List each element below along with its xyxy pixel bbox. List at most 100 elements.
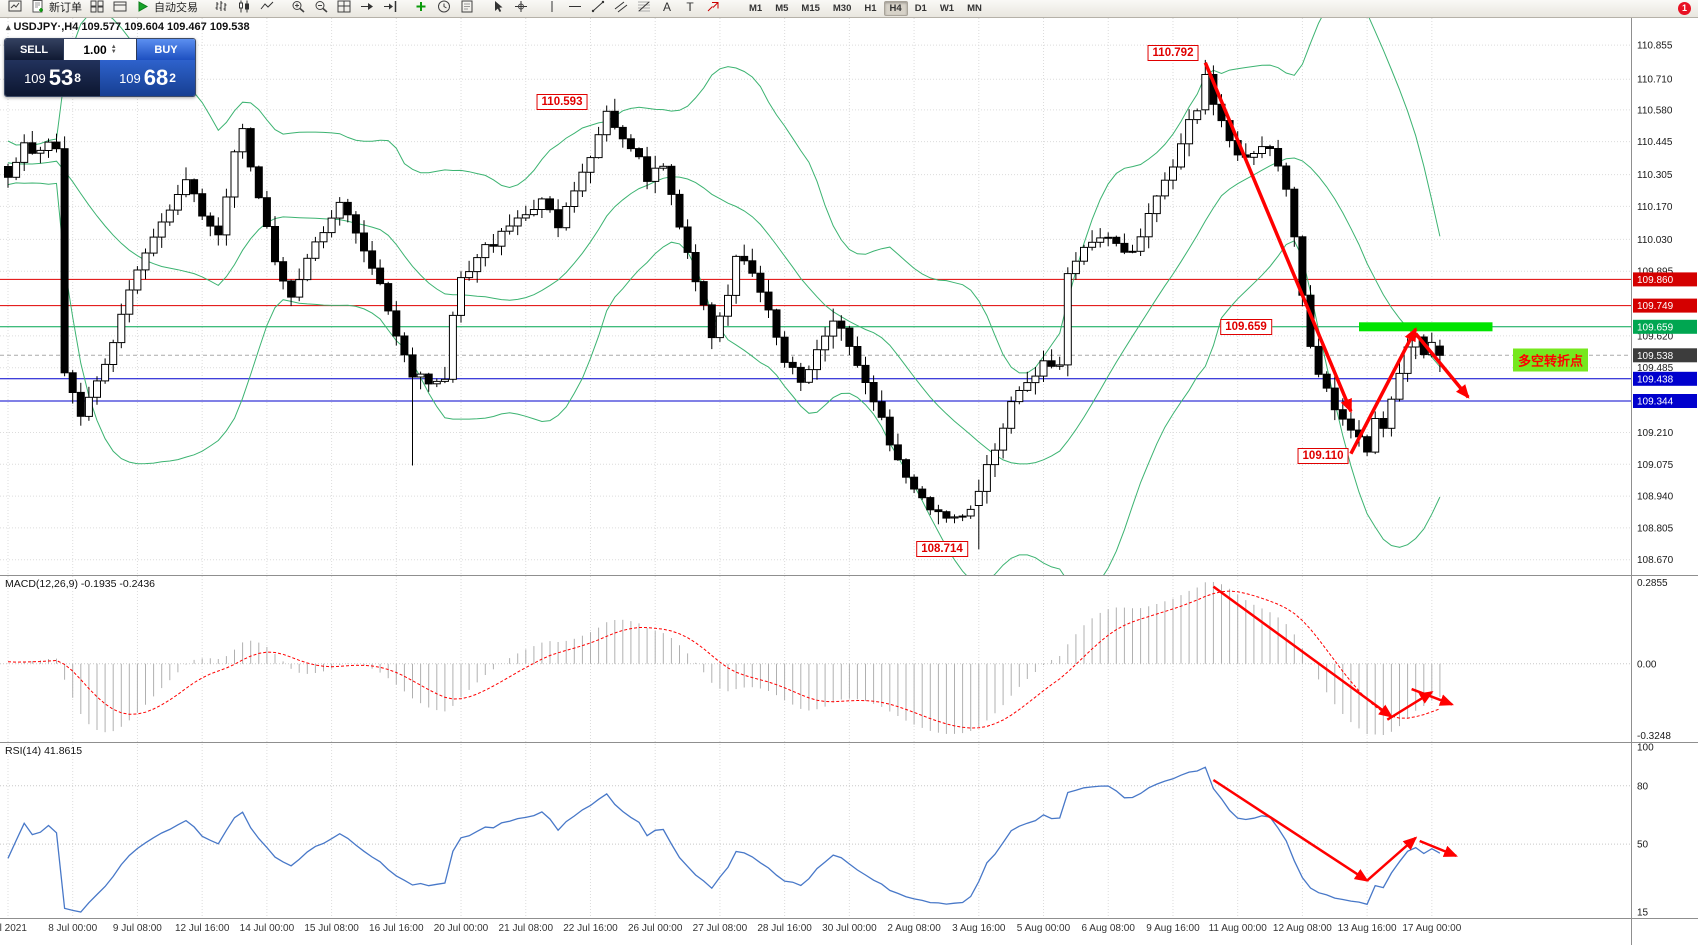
timeframe-M1[interactable]: M1 — [749, 3, 763, 14]
macd-histogram — [7, 582, 1441, 735]
collapse-arrow-icon[interactable]: ▴ — [6, 22, 11, 32]
time-axis-label: 16 Jul 16:00 — [369, 923, 424, 934]
chart-shift-icon — [383, 0, 398, 13]
time-axis-label: 6 Aug 08:00 — [1082, 923, 1136, 934]
lot-value: 1.00 — [83, 42, 107, 57]
svg-text:T: T — [686, 0, 694, 13]
cursor-button[interactable] — [487, 0, 510, 15]
timeframe-bar: M1 M5 M15 M30 H1 H4 D1 W1 MN — [743, 1, 988, 16]
timeframe-D1[interactable]: D1 — [914, 3, 927, 14]
crosshair-icon — [514, 0, 529, 13]
lot-size-input[interactable]: 1.00 ▲ ▼ — [63, 39, 137, 60]
svg-text:A: A — [663, 0, 671, 13]
candlestick-chart-button[interactable] — [233, 0, 256, 15]
equidistant-channel-button[interactable] — [610, 0, 633, 15]
auto-scroll-icon — [360, 0, 375, 13]
time-axis-label: 8 Jul 00:00 — [48, 923, 97, 934]
periods-button[interactable] — [433, 0, 456, 15]
time-axis[interactable]: Jul 2021 8 Jul 00:00 9 Jul 08:00 12 Jul 16:… — [0, 923, 1462, 934]
notification-badge[interactable]: 1 — [1678, 2, 1691, 15]
equidistant-channel-icon — [614, 0, 629, 13]
bid-big-figure: 109 — [24, 70, 46, 86]
symbol-ohlc-text: USDJPY·,H4 109.577 109.604 109.467 109.5… — [13, 21, 250, 33]
line-chart-button[interactable] — [256, 0, 279, 15]
time-axis-label: 30 Jul 00:00 — [822, 923, 877, 934]
price-tick-label: 109.485 — [1637, 363, 1674, 374]
time-axis-label: 21 Jul 08:00 — [499, 923, 554, 934]
fibonacci-icon — [637, 0, 652, 13]
pane-separators — [0, 18, 1698, 945]
time-axis-label: Jul 2021 — [0, 923, 27, 934]
ask-price-display[interactable]: 109 68 2 — [100, 60, 195, 96]
periods-icon — [437, 0, 452, 13]
bar-chart-icon — [214, 0, 229, 13]
price-tag-label: 109.749 — [1637, 301, 1674, 312]
price-tick-label: 110.170 — [1637, 202, 1673, 213]
new-order-button[interactable]: 新订单 — [27, 0, 86, 15]
timeframe-M15[interactable]: M15 — [801, 3, 820, 14]
indicator-axis-label: -0.3248 — [1637, 731, 1671, 742]
time-axis-label: 20 Jul 00:00 — [434, 923, 489, 934]
vertical-line-button[interactable] — [541, 0, 564, 15]
timeframe-H4[interactable]: H4 — [883, 1, 908, 16]
tile-windows-button[interactable] — [333, 0, 356, 15]
lot-down-icon[interactable]: ▼ — [110, 48, 117, 55]
timeframe-M5[interactable]: M5 — [775, 3, 789, 14]
indicators-button[interactable] — [410, 0, 433, 15]
timeframe-W1[interactable]: W1 — [939, 3, 955, 14]
timeframe-M30[interactable]: M30 — [832, 3, 852, 14]
timeframe-H1[interactable]: H1 — [864, 3, 877, 14]
price-axis[interactable]: 110.855 110.710 110.580 110.445 110.305 110.1… — [1633, 41, 1697, 919]
arrows-tool-button[interactable] — [702, 0, 725, 15]
text-label-button[interactable]: T — [679, 0, 702, 15]
horizontal-line-button[interactable] — [564, 0, 587, 15]
trendline-button[interactable] — [587, 0, 610, 15]
time-axis-label: 28 Jul 16:00 — [757, 923, 812, 934]
fibonacci-button[interactable] — [633, 0, 656, 15]
trend-arrow — [1203, 62, 1353, 414]
indicator-axis-label: 0.00 — [1637, 659, 1657, 670]
bid-price-display[interactable]: 109 53 8 — [5, 60, 100, 96]
price-tag-label: 109.659 — [1637, 322, 1674, 333]
indicator-axis-label: 100 — [1637, 743, 1654, 754]
charts-grid-button[interactable] — [86, 0, 109, 15]
rsi-line — [7, 766, 1441, 913]
text-button[interactable]: A — [656, 0, 679, 15]
zoom-out-button[interactable] — [310, 0, 333, 15]
buy-button[interactable]: BUY — [137, 39, 195, 60]
indicator-axis-label: 50 — [1637, 840, 1649, 851]
indicators-icon — [414, 0, 429, 13]
profiles-button[interactable] — [109, 0, 132, 15]
templates-button[interactable] — [456, 0, 479, 15]
price-tick-label: 109.210 — [1637, 428, 1674, 439]
price-tag — [1633, 298, 1697, 313]
auto-scroll-button[interactable] — [356, 0, 379, 15]
ask-big-figure: 109 — [119, 70, 141, 86]
macd-signal-line — [7, 590, 1441, 729]
lot-up-icon[interactable]: ▲ — [110, 43, 117, 50]
crosshair-button[interactable] — [510, 0, 533, 15]
time-axis-label: 26 Jul 00:00 — [628, 923, 683, 934]
indicator-arrow — [1212, 585, 1394, 718]
time-axis-label: 5 Aug 00:00 — [1017, 923, 1071, 934]
new-chart-icon — [8, 0, 23, 13]
price-tick-label: 110.710 — [1637, 75, 1673, 86]
time-axis-label: 2 Aug 08:00 — [887, 923, 941, 934]
price-tick-label: 108.670 — [1637, 555, 1674, 566]
time-axis-label: 15 Jul 08:00 — [304, 923, 359, 934]
time-axis-label: 22 Jul 16:00 — [563, 923, 618, 934]
zoom-in-button[interactable] — [287, 0, 310, 15]
new-chart-button[interactable] — [4, 0, 27, 15]
sell-button[interactable]: SELL — [5, 39, 63, 60]
vertical-line-icon — [545, 0, 560, 13]
indicator-arrow — [1411, 687, 1454, 706]
price-tick-label: 110.580 — [1637, 105, 1673, 116]
auto-trading-button[interactable]: 自动交易 — [132, 0, 202, 15]
time-axis-label: 12 Jul 16:00 — [175, 923, 230, 934]
candlestick-chart-icon — [237, 0, 252, 13]
timeframe-MN[interactable]: MN — [967, 3, 982, 14]
chart-shift-button[interactable] — [379, 0, 402, 15]
price-tick-label: 108.805 — [1637, 523, 1674, 534]
bar-chart-button[interactable] — [210, 0, 233, 15]
